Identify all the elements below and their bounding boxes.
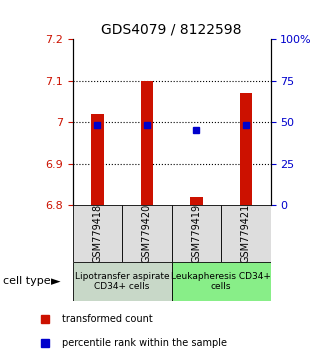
Title: GDS4079 / 8122598: GDS4079 / 8122598 [101,22,242,36]
Bar [122,205,172,262]
Bar [240,93,252,205]
Bar [91,114,104,205]
Bar [141,81,153,205]
Text: GSM779420: GSM779420 [142,204,152,263]
Text: Leukapheresis CD34+
cells: Leukapheresis CD34+ cells [171,272,271,291]
Text: GSM779419: GSM779419 [191,204,201,263]
Text: transformed count: transformed count [62,314,153,324]
Bar [73,262,172,301]
Text: Lipotransfer aspirate
CD34+ cells: Lipotransfer aspirate CD34+ cells [75,272,169,291]
Bar [172,262,271,301]
Text: percentile rank within the sample: percentile rank within the sample [62,338,227,348]
Text: GSM779421: GSM779421 [241,204,251,263]
Text: cell type: cell type [3,276,51,286]
Text: GSM779418: GSM779418 [92,204,102,263]
Bar [221,205,271,262]
Bar [73,205,122,262]
Bar [172,205,221,262]
Text: ►: ► [51,275,61,288]
Bar [190,197,203,205]
